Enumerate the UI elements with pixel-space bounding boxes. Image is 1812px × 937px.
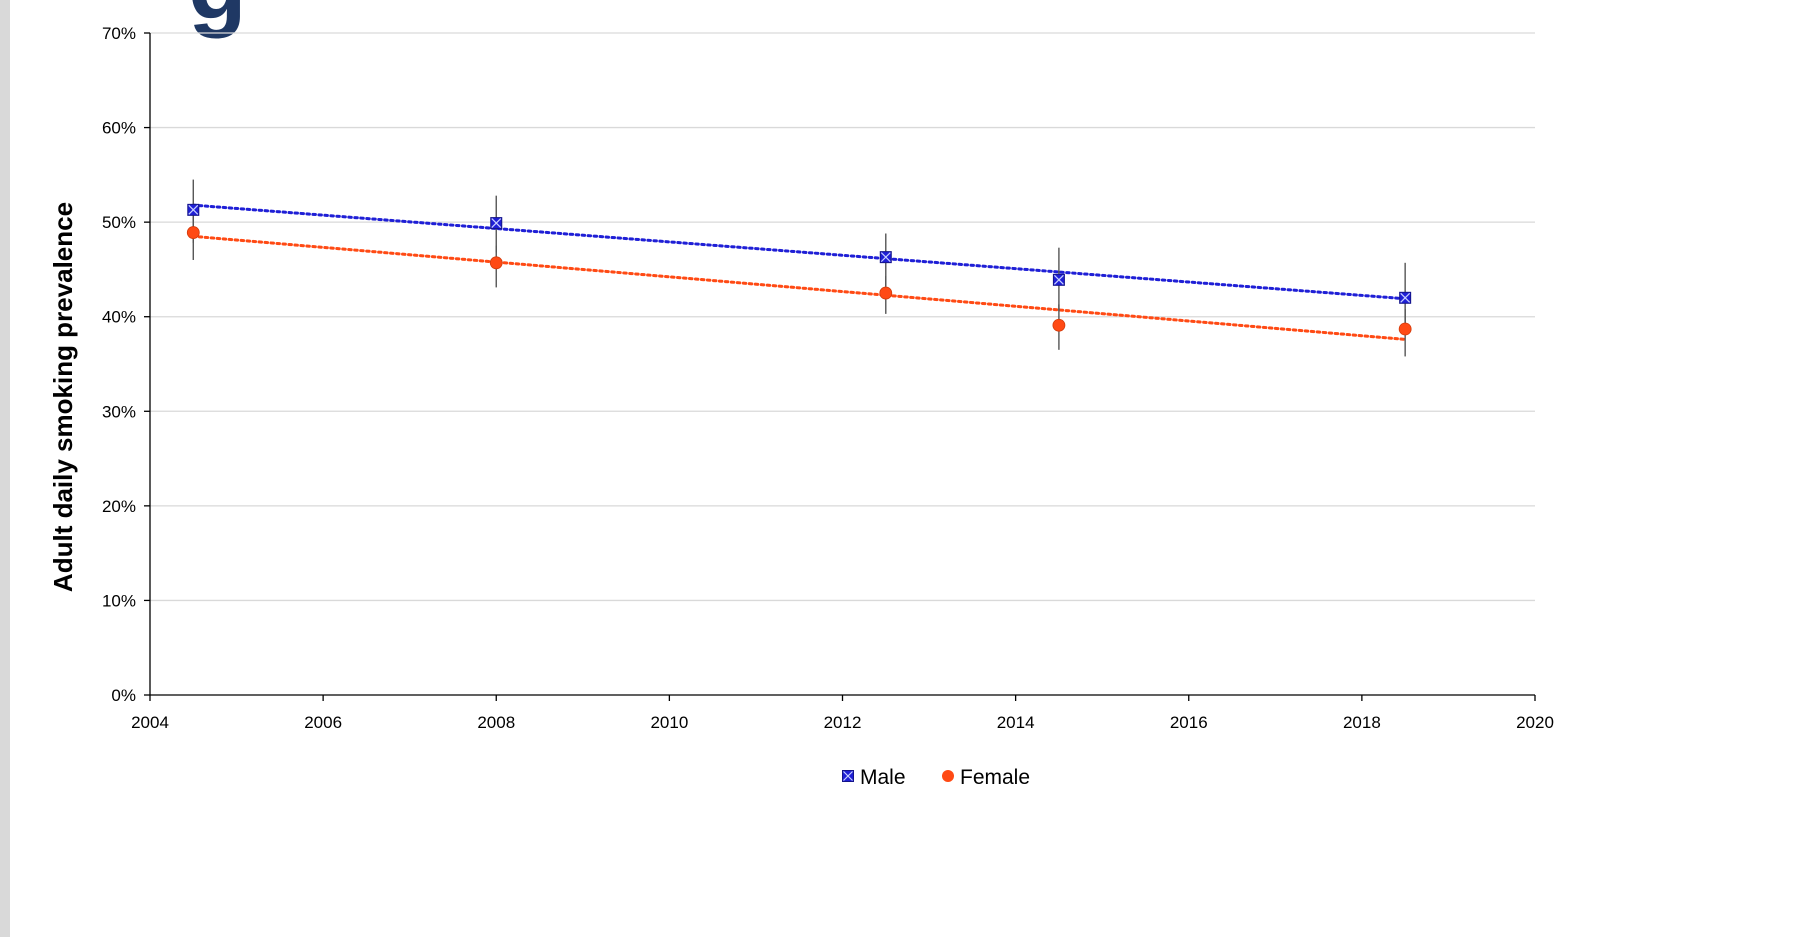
marker-cross [1400, 292, 1411, 303]
y-tick-label: 60% [102, 119, 136, 138]
y-tick-label: 70% [102, 24, 136, 43]
x-tick-label: 2012 [824, 713, 862, 732]
data-point-male [1052, 273, 1065, 286]
x-tick-label: 2004 [131, 713, 169, 732]
legend: Male Female [842, 766, 1030, 789]
x-tick-label: 2016 [1170, 713, 1208, 732]
error-bars [192, 179, 1406, 357]
data-point-female [186, 226, 200, 239]
data-point-male [187, 203, 200, 216]
marker-cross [1053, 274, 1064, 285]
data-point-female [879, 286, 893, 300]
x-tick-label: 2008 [477, 713, 515, 732]
x-tick-label: 2010 [650, 713, 688, 732]
marker-cross [880, 252, 891, 263]
x-tick-label: 2006 [304, 713, 342, 732]
trendline-female [191, 234, 1407, 341]
x-tick-label: 2018 [1343, 713, 1381, 732]
y-axis-title: Adult daily smoking prevalence [48, 202, 78, 592]
y-tick-label: 0% [111, 686, 136, 705]
x-tick-label: 2020 [1516, 713, 1554, 732]
legend-item-female: Female [942, 766, 1030, 789]
axes: 0% 10% 20% 30% 40% 50% 60% 70% 2004 2006 2008 2010 2… [102, 24, 1554, 732]
data-point-male [879, 251, 892, 264]
y-tick-label: 50% [102, 213, 136, 232]
marker-cross [491, 218, 502, 229]
legend-marker-cross [843, 771, 853, 781]
y-tick-label: 10% [102, 591, 136, 610]
slide-title-fragment: g [188, 0, 247, 34]
trendline-male [191, 203, 1407, 301]
data-point-male [490, 217, 503, 230]
trendlines [191, 203, 1407, 341]
data-point-female [1398, 322, 1412, 336]
gridlines [150, 32, 1535, 602]
y-tick-label: 30% [102, 402, 136, 421]
y-tick-label: 40% [102, 308, 136, 327]
legend-label: Female [960, 766, 1030, 789]
chart-frame: g 0% 10% 20% 30% 40% 50% 60% 70% 2004 2006 2008 201… [10, 0, 1812, 937]
marker-cross [188, 204, 199, 215]
legend-marker [942, 770, 954, 782]
x-tick-label: 2014 [997, 713, 1035, 732]
legend-item-male: Male [842, 766, 906, 789]
y-tick-label: 20% [102, 497, 136, 516]
legend-label: Male [860, 766, 906, 789]
data-points [186, 203, 1412, 336]
data-point-female [1052, 318, 1066, 332]
data-point-female [489, 256, 503, 270]
smoking-prevalence-chart: 0% 10% 20% 30% 40% 50% 60% 70% 2004 2006 2008 2010 2… [48, 24, 1554, 789]
data-point-male [1399, 291, 1412, 304]
